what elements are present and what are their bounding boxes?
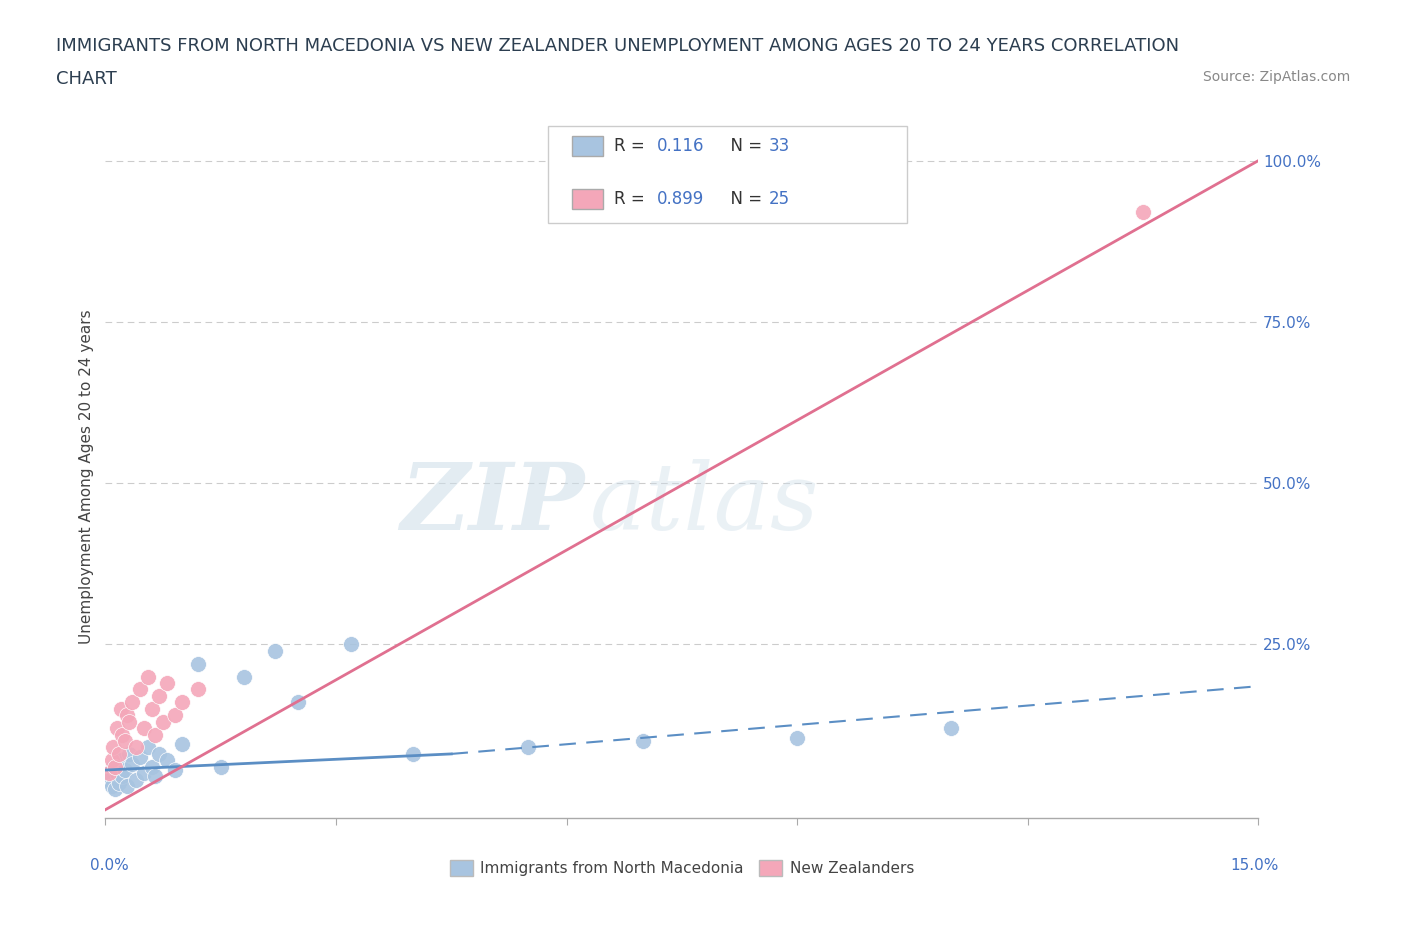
Point: [104, 782, 127, 797]
Point: [117, 714, 139, 729]
Point: [117, 747, 139, 762]
Text: ZIP: ZIP: [399, 459, 583, 549]
Point: [163, 763, 186, 777]
Text: R =: R =: [614, 190, 651, 208]
Text: 0.116: 0.116: [657, 137, 704, 155]
Point: [148, 747, 170, 762]
Point: [98, 765, 121, 780]
Point: [633, 734, 655, 749]
Point: [786, 730, 808, 745]
Point: [263, 644, 285, 658]
Text: 33: 33: [769, 137, 790, 155]
Point: [1132, 205, 1154, 219]
Point: [114, 734, 136, 749]
Point: [115, 708, 138, 723]
Point: [517, 740, 540, 755]
Point: [129, 750, 152, 764]
Legend: Immigrants from North Macedonia, New Zealanders: Immigrants from North Macedonia, New Zea…: [444, 855, 920, 883]
Point: [100, 753, 122, 768]
Point: [108, 747, 131, 762]
Point: [402, 747, 425, 762]
Point: [100, 778, 122, 793]
Point: [108, 776, 131, 790]
Point: [136, 669, 159, 684]
Point: [209, 760, 232, 775]
Text: R =: R =: [614, 137, 651, 155]
Text: IMMIGRANTS FROM NORTH MACEDONIA VS NEW ZEALANDER UNEMPLOYMENT AMONG AGES 20 TO 2: IMMIGRANTS FROM NORTH MACEDONIA VS NEW Z…: [56, 37, 1180, 55]
Point: [121, 756, 143, 771]
Point: [141, 701, 163, 716]
Text: N =: N =: [720, 137, 768, 155]
Point: [129, 682, 152, 697]
Point: [156, 675, 179, 690]
Point: [152, 714, 174, 729]
Point: [136, 740, 159, 755]
Point: [939, 721, 962, 736]
Point: [172, 737, 194, 751]
Point: [110, 753, 132, 768]
Text: 15.0%: 15.0%: [1230, 857, 1278, 872]
Point: [105, 721, 128, 736]
Point: [132, 721, 155, 736]
Point: [132, 765, 155, 780]
Point: [110, 701, 132, 716]
Point: [111, 727, 134, 742]
Point: [148, 688, 170, 703]
Point: [141, 760, 163, 775]
Point: [111, 769, 134, 784]
Y-axis label: Unemployment Among Ages 20 to 24 years: Unemployment Among Ages 20 to 24 years: [79, 310, 94, 644]
Point: [101, 760, 124, 775]
Point: [172, 695, 194, 710]
Point: [187, 657, 209, 671]
Text: atlas: atlas: [589, 459, 820, 549]
Text: 0.0%: 0.0%: [90, 857, 129, 872]
Point: [125, 772, 148, 787]
Point: [145, 727, 167, 742]
Point: [163, 708, 186, 723]
Point: [156, 753, 179, 768]
Point: [105, 765, 128, 780]
Point: [232, 669, 254, 684]
Point: [187, 682, 209, 697]
Point: [104, 760, 127, 775]
Point: [145, 769, 167, 784]
Point: [125, 740, 148, 755]
Point: [287, 695, 309, 710]
Text: 0.899: 0.899: [657, 190, 704, 208]
Text: N =: N =: [720, 190, 768, 208]
Point: [114, 763, 136, 777]
Point: [98, 772, 121, 787]
Text: Source: ZipAtlas.com: Source: ZipAtlas.com: [1202, 70, 1350, 84]
Text: CHART: CHART: [56, 70, 117, 87]
Text: 25: 25: [769, 190, 790, 208]
Point: [340, 637, 363, 652]
Point: [101, 740, 124, 755]
Point: [121, 695, 143, 710]
Point: [115, 778, 138, 793]
